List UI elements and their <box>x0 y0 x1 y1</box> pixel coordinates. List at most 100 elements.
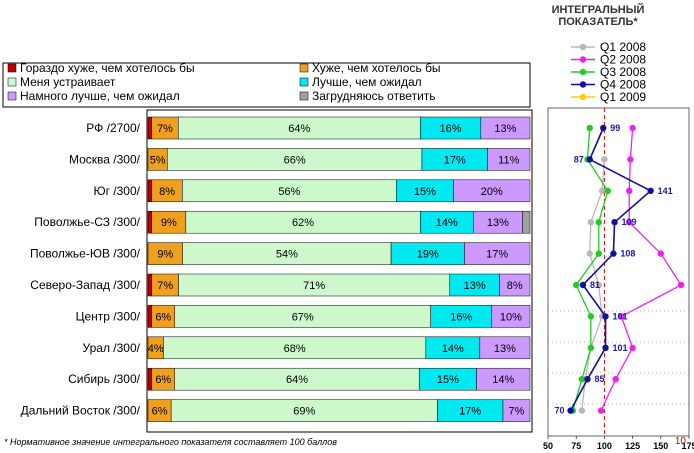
bar-value-label: 9% <box>161 217 177 229</box>
bar-segment <box>147 179 153 203</box>
q4-point-label: 101 <box>613 343 628 353</box>
legend-swatch <box>7 91 17 101</box>
q4-point-label: 99 <box>610 123 620 133</box>
row-label: Поволжье-СЗ /300/ <box>34 215 140 229</box>
line-legend-marker <box>579 56 587 63</box>
line-legend-label: Q2 2008 <box>600 53 646 67</box>
series-point <box>611 219 618 226</box>
bar-value-label: 13% <box>464 280 486 292</box>
bar-legend-box <box>2 62 531 108</box>
series-point <box>618 313 625 320</box>
corner-label: 10 <box>675 436 687 447</box>
x-tick-label: 100 <box>597 441 612 451</box>
series-point <box>567 407 574 414</box>
bar-value-label: 16% <box>440 123 462 135</box>
series-point <box>598 187 606 194</box>
bar-legend: Гораздо хуже, чем хотелось бы Хуже, чем х… <box>7 61 441 103</box>
row-label: Урал /300/ <box>83 341 141 355</box>
bar-value-label: 20% <box>481 186 503 198</box>
q4-point-label: 85 <box>594 374 604 384</box>
bar-segment <box>502 399 531 422</box>
line-plot-frame <box>547 107 690 437</box>
bar-value-label: 64% <box>286 374 308 386</box>
x-tick-label: 50 <box>543 441 553 451</box>
series-point <box>586 156 593 163</box>
series-point <box>586 124 593 132</box>
bar-segment <box>479 336 531 360</box>
bar-value-label: 9% <box>157 249 173 261</box>
series-point <box>595 250 602 257</box>
bar-value-label: 14% <box>492 374 514 386</box>
legend-swatch <box>299 91 309 101</box>
legend-swatch <box>299 77 309 87</box>
series-point <box>587 219 595 226</box>
series-point <box>587 344 595 351</box>
series-point <box>626 187 633 194</box>
row-label: Москва /300/ <box>69 152 141 166</box>
bar-value-label: 15% <box>437 374 459 386</box>
bar-value-label: 7% <box>157 280 173 292</box>
series-point <box>677 281 685 289</box>
bar-segment <box>147 305 153 328</box>
bar-value-label: 64% <box>288 123 310 135</box>
x-tick-label: 150 <box>653 441 668 451</box>
legend-swatch <box>299 63 309 73</box>
bar-value-label: 6% <box>152 406 168 418</box>
q4-point-label: 141 <box>658 186 673 196</box>
bar-value-label: 54% <box>276 249 298 261</box>
q4-point-label: 109 <box>622 217 637 227</box>
q4-point-label: 81 <box>590 280 600 290</box>
bar-value-label: 13% <box>487 217 509 229</box>
bar-segment <box>147 210 153 234</box>
row-label: Поволжье-ЮВ /300/ <box>30 247 141 261</box>
series-point <box>647 187 654 194</box>
q4-point-label: 108 <box>620 249 635 259</box>
bar-value-label: 56% <box>278 186 300 198</box>
x-tick-label: 175 <box>681 441 694 451</box>
legend-label: Хуже, чем хотелось бы <box>312 61 441 75</box>
row-label: Сибирь /300/ <box>68 372 141 386</box>
series-point <box>627 156 634 163</box>
series-point <box>629 344 636 351</box>
bar-value-label: 16% <box>450 311 472 323</box>
bar-segment <box>147 367 153 391</box>
bar-segment <box>480 116 531 140</box>
bar-value-label: 17% <box>459 406 481 418</box>
bar-value-label: 66% <box>284 154 306 166</box>
legend-label: Загрудняюсь ответить <box>312 89 436 103</box>
row-label: Юг /300/ <box>93 184 140 198</box>
bar-value-label: 15% <box>414 186 436 198</box>
bar-segment <box>476 367 531 391</box>
bar-value-label: 8% <box>159 186 175 198</box>
series-point <box>602 344 609 351</box>
bar-segment <box>147 273 153 297</box>
row-label: Северо-Запад /300/ <box>30 278 140 292</box>
series-point <box>573 281 580 289</box>
bar-segment <box>522 210 531 234</box>
q4-point-label: 70 <box>555 406 565 416</box>
line-legend-label: Q4 2008 <box>600 78 646 92</box>
bar-value-label: 17% <box>486 249 508 261</box>
bar-value-label: 6% <box>155 374 171 386</box>
row-label: РФ /2700/ <box>86 121 140 135</box>
series-point <box>595 219 602 226</box>
x-tick-label: 75 <box>571 441 581 451</box>
series-point <box>597 407 605 414</box>
bar-value-label: 8% <box>507 280 523 292</box>
q4-point-label: 101 <box>613 311 628 321</box>
bar-value-label: 13% <box>494 123 516 135</box>
stacked-bar-chart: РФ /2700/7% 64% 16% 13% Москва /300/5% 66% 17%… <box>21 116 531 422</box>
bar-segment <box>499 273 531 297</box>
integral-line-chart: 50 75 100 125 150 17510 99 87 141 109 108 81 101 101 8… <box>543 107 694 451</box>
bar-value-label: 11% <box>498 154 519 166</box>
bar-value-label: 69% <box>293 406 315 418</box>
bar-value-label: 4% <box>148 343 164 355</box>
series-line <box>572 127 609 411</box>
series-point <box>604 187 611 194</box>
series-line <box>600 127 683 411</box>
bar-value-label: 6% <box>155 311 171 323</box>
line-legend-marker <box>579 81 587 88</box>
bar-segment <box>147 116 153 140</box>
bar-value-label: 67% <box>292 311 314 323</box>
